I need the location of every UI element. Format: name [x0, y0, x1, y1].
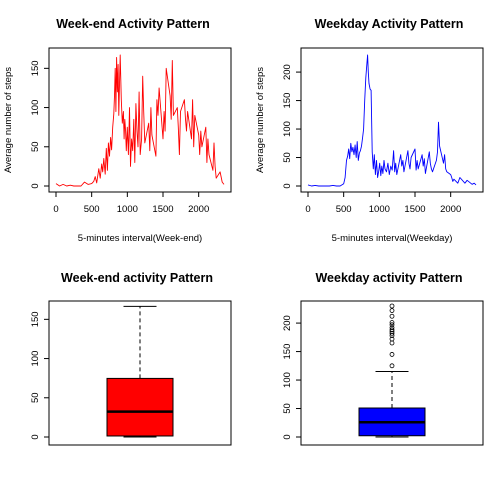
iqr-box [106, 377, 174, 437]
series-line [307, 54, 477, 187]
weekday-box-plot: Weekday activity Pattern 0 50 100 150 200 [282, 271, 484, 446]
x-tick-label: 1000 [369, 204, 390, 215]
y-tick-label: 150 [30, 311, 41, 327]
box [106, 305, 174, 438]
y-tick-label: 0 [282, 183, 293, 188]
x-tick-label: 500 [84, 204, 100, 215]
y-tick-label: 150 [282, 93, 293, 109]
chart-title: Weekday activity Pattern [315, 271, 462, 285]
y-tick-label: 100 [30, 351, 41, 367]
outlier-point [389, 303, 395, 309]
outlier-point [389, 322, 395, 328]
x-tick-label: 1500 [404, 204, 425, 215]
outlier-point [389, 330, 395, 336]
x-axis-label: 5-minutes interval(Week-end) [78, 233, 202, 244]
chart-title: Week-end activity Pattern [61, 271, 213, 285]
y-tick-label: 150 [30, 60, 41, 76]
x-axis-label: 5-minutes interval(Weekday) [332, 233, 453, 244]
weekday-line-chart: Weekday Activity Pattern 5-minutes inter… [255, 17, 484, 244]
y-axis: 0 50 100 150 [30, 60, 50, 189]
outlier-point [389, 352, 395, 357]
series-path [55, 54, 225, 187]
y-axis: 0 50 100 150 200 [282, 64, 302, 189]
y-tick-label: 100 [30, 100, 41, 116]
chart-title: Week-end Activity Pattern [56, 17, 210, 31]
outlier-point [389, 325, 395, 331]
x-axis: 0 500 1000 1500 2000 [53, 191, 209, 215]
x-tick-label: 2000 [440, 204, 461, 215]
x-axis: 0 500 1000 1500 2000 [305, 191, 461, 215]
outlier-point [389, 363, 395, 369]
y-tick-label: 50 [282, 152, 293, 163]
series-path [307, 54, 477, 187]
y-axis: 0 50 100 150 200 [282, 315, 302, 440]
y-tick-label: 100 [282, 121, 293, 137]
x-tick-label: 2000 [188, 204, 209, 215]
series-line [55, 54, 225, 187]
y-tick-label: 0 [30, 434, 41, 439]
y-tick-label: 100 [282, 372, 293, 388]
y-tick-label: 50 [30, 392, 41, 403]
y-tick-label: 150 [282, 344, 293, 360]
y-tick-label: 50 [282, 403, 293, 414]
y-tick-label: 0 [282, 434, 293, 439]
y-tick-label: 50 [30, 141, 41, 152]
x-tick-label: 500 [336, 204, 352, 215]
outlier-point [389, 313, 395, 319]
box [358, 303, 426, 438]
outlier-point [389, 340, 395, 346]
x-tick-label: 1000 [117, 204, 138, 215]
outlier-point [389, 320, 395, 325]
y-tick-label: 200 [282, 64, 293, 80]
y-tick-label: 0 [30, 183, 41, 188]
chart-title: Weekday Activity Pattern [315, 17, 464, 31]
weekend-box-plot: Week-end activity Pattern 0 50 100 150 [30, 271, 232, 446]
y-axis: 0 50 100 150 [30, 311, 50, 440]
x-tick-label: 0 [53, 204, 58, 215]
x-tick-label: 1500 [152, 204, 173, 215]
y-tick-label: 200 [282, 315, 293, 331]
y-axis-label: Average number of steps [255, 67, 266, 173]
outlier-point [389, 336, 395, 342]
weekend-line-chart: Week-end Activity Pattern 5-minutes inte… [3, 17, 232, 244]
outlier-point [389, 327, 395, 333]
y-axis-label: Average number of steps [3, 67, 14, 173]
x-tick-label: 0 [305, 204, 310, 215]
outlier-point [389, 308, 395, 313]
